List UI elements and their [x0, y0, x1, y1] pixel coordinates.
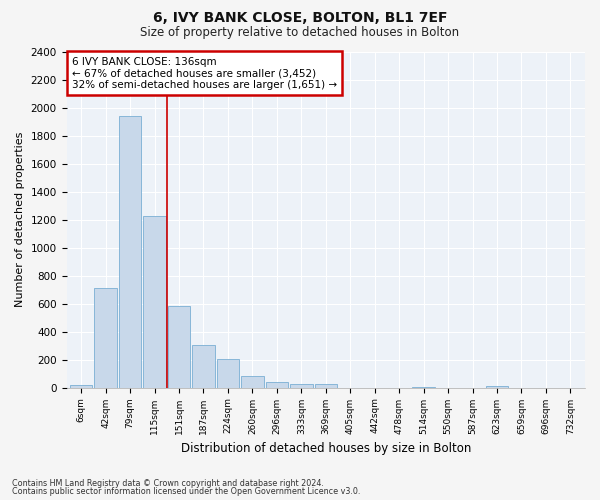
- Bar: [486, 386, 508, 388]
- Bar: [217, 359, 239, 388]
- Text: Contains public sector information licensed under the Open Government Licence v3: Contains public sector information licen…: [12, 487, 361, 496]
- Text: 6, IVY BANK CLOSE, BOLTON, BL1 7EF: 6, IVY BANK CLOSE, BOLTON, BL1 7EF: [153, 11, 447, 25]
- Y-axis label: Number of detached properties: Number of detached properties: [15, 132, 25, 307]
- Bar: [119, 116, 142, 388]
- Bar: [143, 216, 166, 388]
- Text: 6 IVY BANK CLOSE: 136sqm
← 67% of detached houses are smaller (3,452)
32% of sem: 6 IVY BANK CLOSE: 136sqm ← 67% of detach…: [72, 56, 337, 90]
- Bar: [70, 386, 92, 388]
- Bar: [314, 384, 337, 388]
- Text: Size of property relative to detached houses in Bolton: Size of property relative to detached ho…: [140, 26, 460, 39]
- Bar: [412, 387, 435, 388]
- Bar: [94, 288, 117, 388]
- X-axis label: Distribution of detached houses by size in Bolton: Distribution of detached houses by size …: [181, 442, 471, 455]
- Text: Contains HM Land Registry data © Crown copyright and database right 2024.: Contains HM Land Registry data © Crown c…: [12, 478, 324, 488]
- Bar: [168, 306, 190, 388]
- Bar: [241, 376, 263, 388]
- Bar: [266, 382, 288, 388]
- Bar: [192, 345, 215, 388]
- Bar: [290, 384, 313, 388]
